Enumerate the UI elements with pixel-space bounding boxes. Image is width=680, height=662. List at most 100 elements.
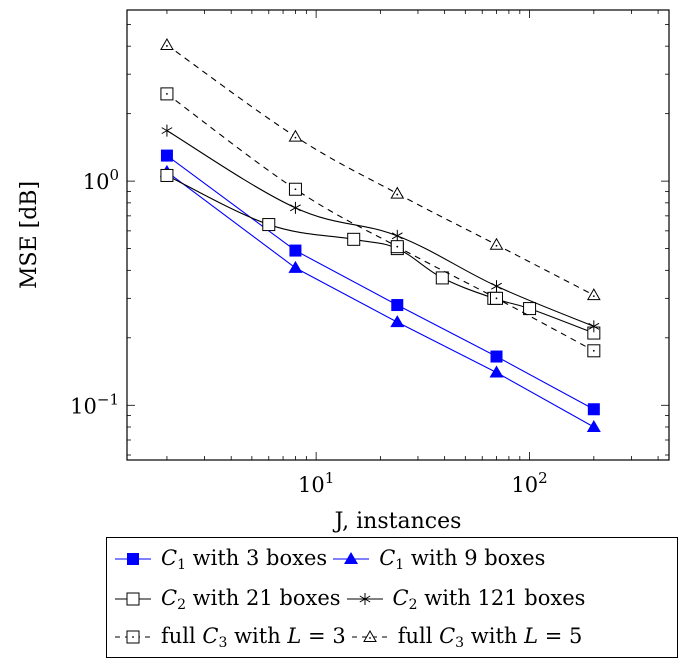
legend-label: C1 with 3 boxes bbox=[161, 546, 327, 573]
legend-item: full C3 with L = 3 bbox=[107, 622, 346, 652]
data-point bbox=[127, 553, 139, 565]
data-point-dot bbox=[166, 45, 168, 47]
legend-label-sub: 2 bbox=[408, 596, 418, 613]
legend-item: full C3 with L = 5 bbox=[344, 622, 583, 652]
y-tick-label: 100 bbox=[83, 166, 119, 194]
legend-label-post: with bbox=[464, 623, 525, 648]
legend-label-var: C bbox=[439, 623, 456, 648]
series-line bbox=[166, 171, 595, 428]
data-point bbox=[359, 593, 370, 605]
data-point bbox=[586, 420, 601, 433]
data-point bbox=[288, 129, 303, 142]
y-axis-label: MSE [dB] bbox=[17, 181, 42, 289]
legend-label-var: C bbox=[161, 545, 178, 570]
data-point bbox=[160, 149, 173, 162]
series-layer bbox=[159, 37, 601, 433]
legend-label-var: C bbox=[392, 585, 409, 610]
data-point-dot bbox=[495, 297, 498, 300]
data-point bbox=[126, 592, 140, 606]
legend-label-var2: L bbox=[287, 623, 302, 648]
legend-label: C1 with 9 boxes bbox=[379, 546, 545, 573]
data-point bbox=[289, 201, 301, 214]
star-stroke bbox=[588, 322, 600, 330]
data-point bbox=[586, 288, 601, 301]
series-line bbox=[166, 155, 595, 410]
data-point bbox=[288, 260, 303, 273]
data-point bbox=[435, 271, 449, 285]
data-point bbox=[390, 315, 405, 328]
data-point bbox=[344, 552, 359, 564]
legend-swatch bbox=[351, 629, 388, 642]
legend-label-pre: full bbox=[161, 623, 203, 648]
data-point bbox=[390, 186, 405, 199]
series-5 bbox=[160, 87, 601, 358]
legend-label-post: with 21 boxes bbox=[186, 585, 341, 610]
data-point bbox=[491, 280, 502, 293]
legend-label-post: with 121 boxes bbox=[417, 585, 586, 610]
legend-label-post: with 9 boxes bbox=[404, 545, 546, 570]
legend-label-post2: = 3 bbox=[301, 623, 346, 648]
legend-item: C1 with 9 boxes bbox=[325, 544, 545, 574]
data-point bbox=[347, 232, 361, 246]
star-stroke bbox=[359, 595, 370, 603]
legend-label-var: C bbox=[379, 545, 396, 570]
data-point bbox=[391, 229, 403, 242]
legend-label-var: C bbox=[161, 585, 178, 610]
data-point-dot bbox=[294, 136, 297, 139]
data-point bbox=[489, 365, 504, 378]
legend-label: full C3 with L = 3 bbox=[161, 624, 346, 651]
legend-swatch bbox=[346, 593, 383, 605]
star-stroke bbox=[161, 127, 173, 135]
legend-label-pre: full bbox=[397, 623, 440, 648]
legend-label-sub: 1 bbox=[177, 556, 186, 573]
legend-label: C2 with 121 boxes bbox=[393, 586, 586, 613]
data-point bbox=[489, 237, 504, 250]
plot-area bbox=[126, 9, 670, 461]
mse-chart: 101 102 10−1 100 J, instances MSE [dB] bbox=[17, 9, 670, 534]
legend-label-sub: 3 bbox=[455, 634, 465, 651]
series-4 bbox=[161, 124, 600, 333]
series-2 bbox=[159, 164, 601, 433]
star-stroke bbox=[391, 232, 403, 240]
legend-row: C1 with 3 boxes C1 with 9 boxes bbox=[107, 544, 545, 574]
legend-label-var2: L bbox=[524, 623, 539, 648]
data-point-dot bbox=[294, 188, 297, 191]
data-point-dot bbox=[396, 245, 399, 248]
data-point-dot bbox=[368, 637, 371, 639]
star-stroke bbox=[289, 204, 301, 212]
legend-label-sub: 1 bbox=[395, 556, 405, 573]
legend-swatch bbox=[115, 592, 151, 606]
legend-label-sub: 2 bbox=[177, 596, 186, 613]
legend-label-sub: 3 bbox=[218, 634, 228, 651]
data-point bbox=[362, 629, 377, 642]
legend-row: C2 with 21 boxes C2 with 121 boxes bbox=[107, 584, 585, 614]
data-point-dot bbox=[592, 349, 595, 352]
legend-item: C2 with 21 boxes bbox=[107, 584, 341, 614]
data-point bbox=[588, 320, 600, 333]
data-point bbox=[523, 302, 537, 316]
data-point bbox=[587, 403, 600, 416]
series-line bbox=[166, 130, 595, 327]
legend-row: full C3 with L = 3 full C3 with L = 5 bbox=[107, 622, 582, 652]
series-6 bbox=[160, 37, 601, 301]
legend-swatch bbox=[333, 552, 370, 564]
data-point-dot bbox=[396, 193, 399, 196]
data-point bbox=[289, 244, 302, 257]
legend-swatch bbox=[115, 553, 151, 565]
star-stroke bbox=[491, 282, 502, 290]
data-point bbox=[160, 168, 174, 182]
data-point bbox=[160, 37, 174, 50]
legend: C1 with 3 boxes C1 with 9 boxes C2 with 21… bbox=[106, 537, 678, 658]
series-line bbox=[166, 44, 595, 296]
data-point bbox=[391, 299, 404, 312]
x-tick-label: 102 bbox=[511, 469, 547, 497]
data-point bbox=[262, 218, 276, 232]
legend-swatch bbox=[115, 630, 151, 644]
x-axis-label: J, instances bbox=[333, 509, 462, 534]
data-point-dot bbox=[132, 636, 134, 638]
legend-item: C2 with 121 boxes bbox=[339, 584, 586, 614]
y-tick-label: 10−1 bbox=[70, 390, 119, 418]
data-point-dot bbox=[592, 295, 595, 298]
legend-label: full C3 with L = 5 bbox=[398, 624, 583, 651]
data-point-dot bbox=[166, 92, 168, 95]
